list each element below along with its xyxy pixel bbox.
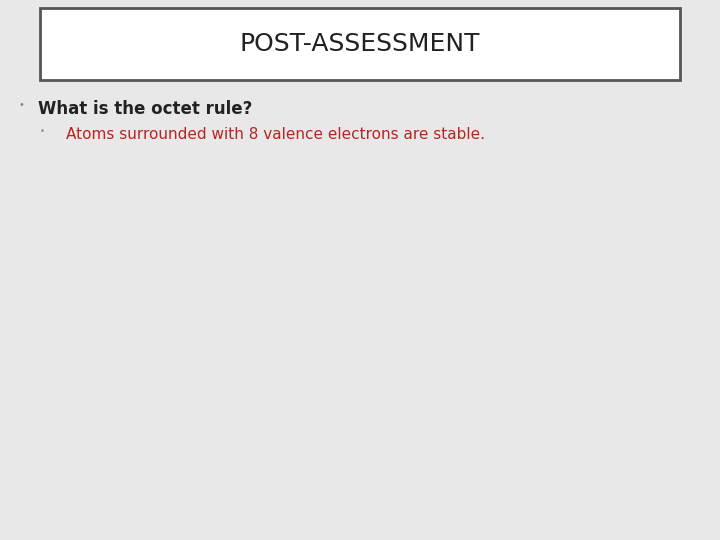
Text: What is the octet rule?: What is the octet rule? (38, 100, 253, 118)
Text: Atoms surrounded with 8 valence electrons are stable.: Atoms surrounded with 8 valence electron… (66, 127, 485, 142)
Bar (40, 8, 680, 80)
Text: •: • (40, 127, 45, 136)
Text: •: • (18, 100, 24, 110)
Text: POST-ASSESSMENT: POST-ASSESSMENT (240, 32, 480, 56)
